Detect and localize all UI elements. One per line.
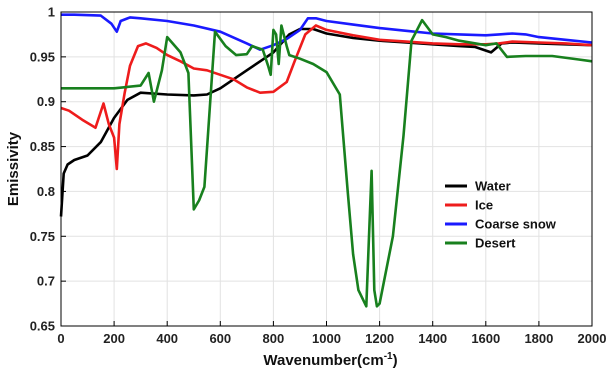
x-tick-label: 600 <box>209 331 231 346</box>
x-tick-label: 1200 <box>365 331 394 346</box>
ticks: 0 200 400 600 800 1000 1200 1400 1600 1800 2000 0.6… <box>30 5 607 347</box>
x-tick-label: 1400 <box>418 331 447 346</box>
series-line-desert <box>61 18 593 308</box>
y-tick-label: 0.8 <box>37 184 55 199</box>
series-line-ice <box>60 24 593 171</box>
series-group <box>59 13 593 308</box>
x-tick-label: 1600 <box>471 331 500 346</box>
x-axis-label: Wavenumber(cm-1) <box>263 351 397 369</box>
y-tick-label: 0.7 <box>37 274 55 289</box>
x-axis-label-main: Wavenumber(cm <box>263 352 383 369</box>
y-axis-label: Emissivity <box>5 131 22 206</box>
x-axis-label-sup: -1 <box>384 351 393 362</box>
series-line-coarse-snow <box>61 13 593 51</box>
x-axis-label-close: ) <box>393 352 398 369</box>
x-tick-label: 200 <box>103 331 125 346</box>
legend-label-coarse-snow: Coarse snow <box>475 217 557 232</box>
y-tick-label: 0.75 <box>30 229 55 244</box>
legend-label-water: Water <box>475 179 511 194</box>
x-tick-label: 2000 <box>578 331 607 346</box>
legend-label-ice: Ice <box>475 198 493 213</box>
y-tick-label: 0.85 <box>30 139 55 154</box>
x-tick-label: 0 <box>57 331 64 346</box>
x-tick-label: 1000 <box>312 331 341 346</box>
y-tick-label: 0.65 <box>30 319 55 334</box>
x-tick-label: 400 <box>156 331 178 346</box>
legend-label-desert: Desert <box>475 236 516 251</box>
x-tick-label: 1800 <box>524 331 553 346</box>
y-tick-label: 0.95 <box>30 49 55 64</box>
y-tick-label: 0.9 <box>37 94 55 109</box>
series-line-water <box>59 27 593 217</box>
x-tick-label: 800 <box>263 331 285 346</box>
y-tick-label: 1 <box>48 5 55 20</box>
legend: Water Ice Coarse snow Desert <box>445 179 557 251</box>
